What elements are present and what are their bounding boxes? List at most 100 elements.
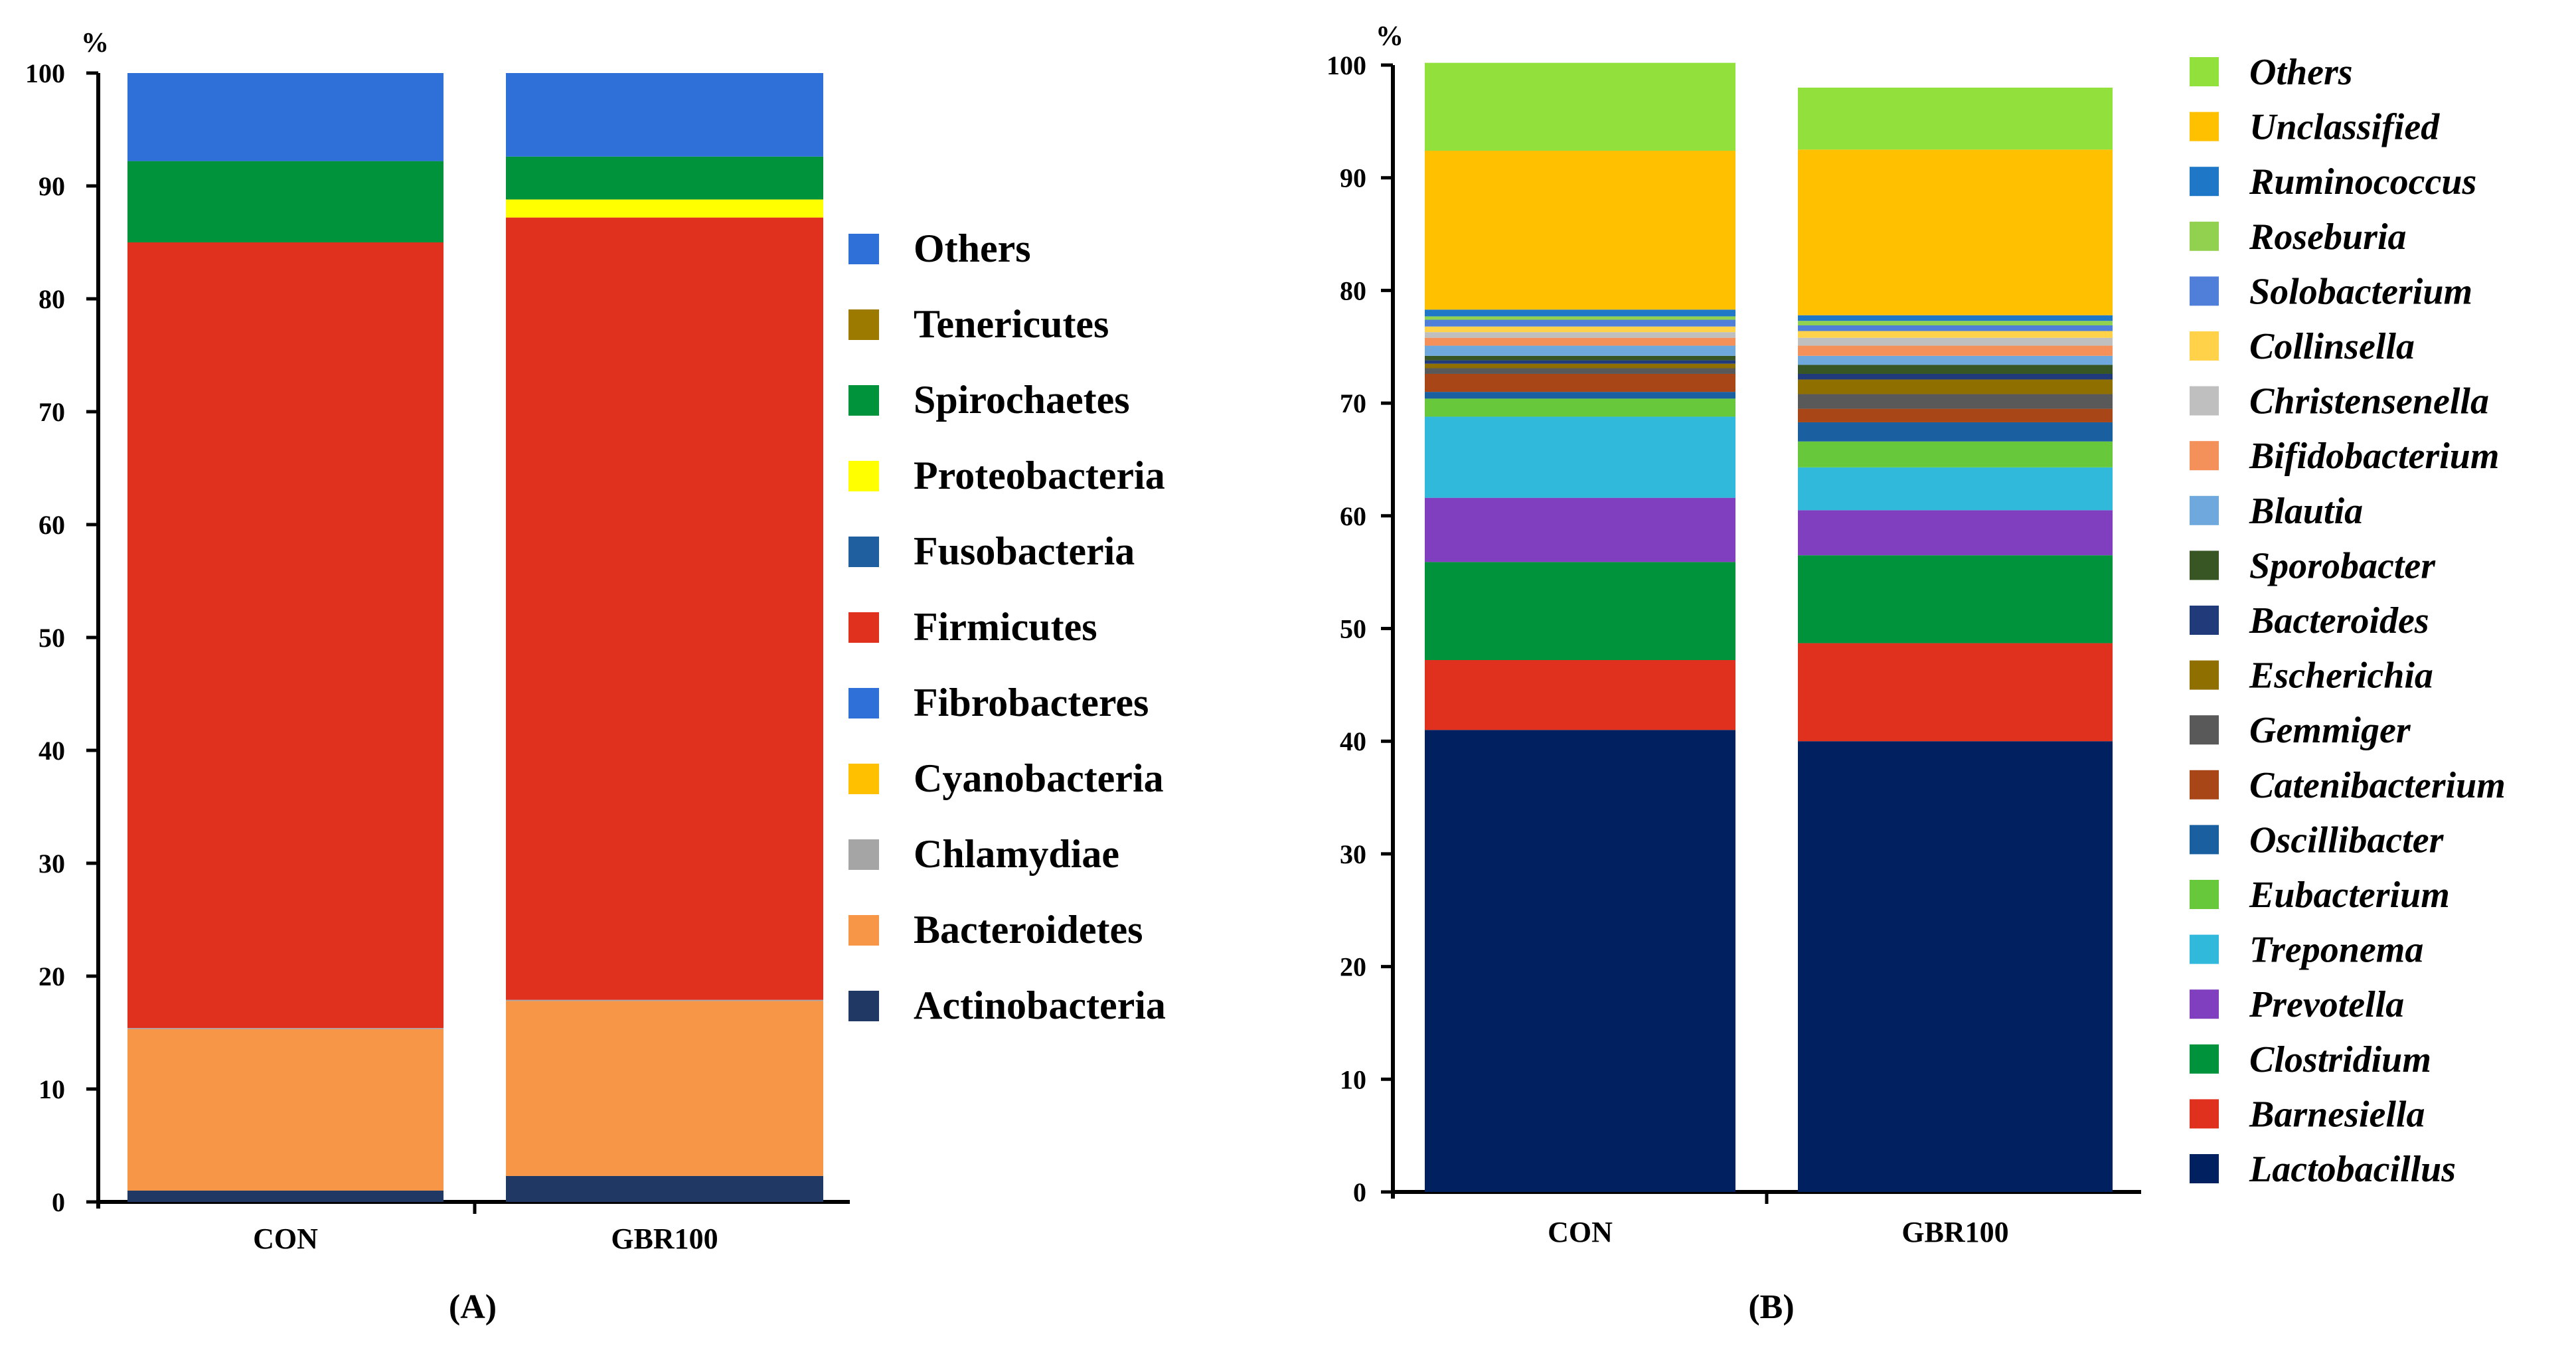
legend-label: Prevotella	[2249, 984, 2404, 1025]
legend-swatch	[2190, 825, 2219, 855]
y-tick-labels-b: 0 10 20 30 40 50 60 70 80 90 100	[1327, 50, 1366, 1207]
bar-segment-collinsella-con	[1425, 326, 1735, 333]
legend-label: Chlamydiae	[914, 832, 1119, 876]
x-category-label: GBR100	[611, 1222, 718, 1255]
legend-swatch	[2190, 331, 2219, 361]
y-unit-label-a: %	[81, 28, 109, 58]
bar-segment-escherichia-gbr100	[1798, 379, 2113, 394]
bars-b	[1425, 62, 2113, 1192]
x-category-label: CON	[253, 1222, 318, 1255]
bar-segment-clostridium-gbr100	[1798, 555, 2113, 643]
legend-swatch	[2190, 112, 2219, 141]
legend-label: Sporobacter	[2249, 545, 2436, 586]
y-tick-label: 80	[1340, 276, 1366, 305]
bar-segment-christensenella-gbr100	[1798, 337, 2113, 346]
y-tick-label: 20	[1340, 952, 1366, 982]
bar-segment-eubacterium-con	[1425, 398, 1735, 417]
bar-segment-ruminococcus-gbr100	[1798, 315, 2113, 321]
legend-swatch	[848, 461, 879, 491]
legend-label: Tenericutes	[914, 302, 1109, 346]
bar-segment-others-gbr100	[506, 73, 823, 157]
bar-segment-chlamydiae-gbr100	[506, 999, 823, 1001]
legend-swatch	[848, 234, 879, 264]
chart-panel-a: 0 10 20 30 40 50 60 70 80 90 100 CON GBR100 Others T…	[25, 28, 1166, 1326]
legend-swatch	[2190, 221, 2219, 251]
y-tick-label: 80	[39, 284, 65, 314]
legend-swatch	[2190, 550, 2219, 580]
bar-segment-others-con	[127, 73, 443, 161]
legend-swatch	[2190, 880, 2219, 909]
legend-label: Collinsella	[2249, 326, 2415, 367]
y-tick-labels-a: 0 10 20 30 40 50 60 70 80 90 100	[25, 58, 65, 1217]
legend-swatch	[2190, 276, 2219, 306]
bar-segment-proteobacteria-gbr100	[506, 199, 823, 218]
y-tick-label: 10	[39, 1074, 65, 1104]
legend-label: Oscillibacter	[2249, 819, 2445, 861]
y-unit-label-b: %	[1376, 21, 1404, 52]
legend-label: Bacteroides	[2249, 600, 2429, 641]
bar-segment-catenibacterium-con	[1425, 373, 1735, 392]
y-tick-label: 70	[39, 397, 65, 427]
bar-segment-firmicutes-gbr100	[506, 217, 823, 1000]
legend-b: Others Unclassified Ruminococcus Roseburia S…	[2190, 52, 2506, 1190]
bar-segment-bacteroidetes-gbr100	[506, 1001, 823, 1176]
bar-segment-solobacterium-con	[1425, 319, 1735, 327]
y-tick-label: 30	[1340, 839, 1366, 869]
legend-label: Unclassified	[2249, 107, 2440, 148]
bar-segment-barnesiella-con	[1425, 660, 1735, 730]
legend-label: Roseburia	[2249, 216, 2407, 258]
legend-label: Christensenella	[2249, 381, 2489, 422]
legend-label: Fibrobacteres	[914, 681, 1149, 724]
bar-segment-bacteroides-con	[1425, 360, 1735, 364]
bar-segment-sporobacter-gbr100	[1798, 365, 2113, 374]
legend-swatch	[848, 309, 879, 340]
bar-segment-gemmiger-con	[1425, 368, 1735, 374]
legend-swatch	[2190, 606, 2219, 635]
bar-segment-actinobacteria-con	[127, 1191, 443, 1202]
legend-swatch	[2190, 495, 2219, 525]
x-category-labels-a: CON GBR100	[253, 1222, 718, 1255]
y-tick-label: 90	[39, 171, 65, 201]
bar-segment-others-con	[1425, 62, 1735, 151]
bar-segment-lactobacillus-gbr100	[1798, 741, 2113, 1192]
legend-swatch	[2190, 57, 2219, 86]
legend-swatch	[2190, 715, 2219, 745]
y-tick-label: 100	[1327, 50, 1366, 80]
bar-segment-roseburia-con	[1425, 316, 1735, 320]
legend-swatch	[2190, 770, 2219, 800]
bar-segment-spirochaetes-con	[127, 161, 443, 242]
bar-segment-prevotella-con	[1425, 497, 1735, 562]
legend-label: Solobacterium	[2249, 271, 2472, 312]
y-tick-label: 50	[39, 623, 65, 653]
legend-swatch	[2190, 1154, 2219, 1183]
legend-label: Eubacterium	[2249, 875, 2450, 916]
panel-label-a: (A)	[449, 1288, 497, 1326]
legend-swatch	[2190, 989, 2219, 1019]
legend-label: Fusobacteria	[914, 529, 1135, 573]
legend-swatch	[2190, 386, 2219, 416]
bar-segment-gemmiger-gbr100	[1798, 394, 2113, 409]
bar-segment-chlamydiae-con	[127, 1028, 443, 1029]
y-tick-label: 0	[52, 1187, 65, 1217]
legend-label: Spirochaetes	[914, 378, 1130, 422]
y-tick-label: 100	[25, 58, 65, 88]
legend-label: Cyanobacteria	[914, 756, 1164, 800]
bar-segment-firmicutes-con	[127, 242, 443, 1029]
bar-segment-ruminococcus-con	[1425, 309, 1735, 317]
bar-segment-spirochaetes-gbr100	[506, 156, 823, 200]
bar-segment-lactobacillus-con	[1425, 730, 1735, 1192]
y-tick-label: 0	[1353, 1177, 1366, 1207]
y-tick-label: 90	[1340, 163, 1366, 193]
bar-segment-prevotella-gbr100	[1798, 510, 2113, 556]
bar-segment-eubacterium-gbr100	[1798, 441, 2113, 467]
legend-label: Clostridium	[2249, 1039, 2431, 1080]
bar-segment-actinobacteria-gbr100	[506, 1175, 823, 1202]
legend-swatch	[2190, 660, 2219, 690]
legend-label: Firmicutes	[914, 605, 1097, 649]
bar-segment-bacteroidetes-con	[127, 1029, 443, 1191]
legend-label: Others	[914, 226, 1031, 270]
y-tick-label: 60	[1340, 501, 1366, 531]
legend-swatch	[848, 385, 879, 416]
y-tick-label: 30	[39, 849, 65, 879]
legend-swatch	[848, 764, 879, 794]
